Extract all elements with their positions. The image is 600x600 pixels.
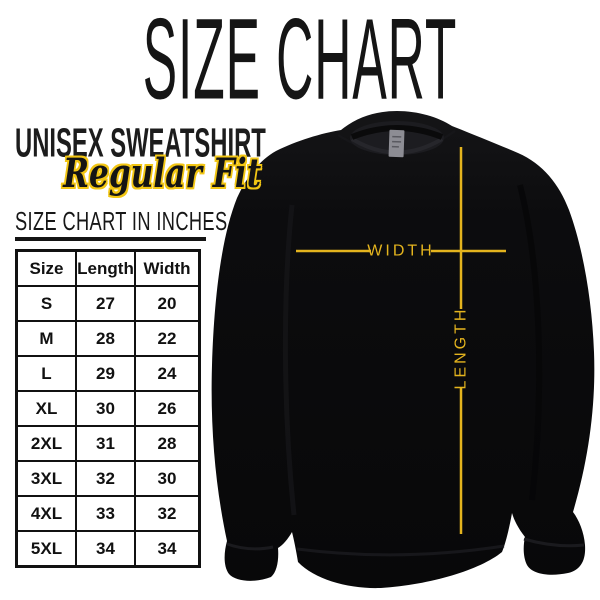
width-measure-label: WIDTH [367, 243, 434, 260]
length-measure-label: LENGTH [453, 307, 470, 390]
length-cell: 32 [75, 460, 136, 497]
size-table-heading: SIZE CHART IN INCHES [15, 206, 228, 237]
table-row: 2XL 31 28 [15, 425, 201, 462]
table-row: M 28 22 [15, 320, 201, 357]
length-cell: 31 [75, 425, 136, 462]
width-cell: 22 [134, 320, 201, 357]
heading-underline [15, 237, 206, 241]
size-cell: 2XL [15, 425, 77, 462]
length-cell: 27 [75, 285, 136, 322]
width-cell: 20 [134, 285, 201, 322]
table-row: 4XL 33 32 [15, 495, 201, 532]
right-cuff-seam [523, 537, 585, 548]
hem-band-seam [296, 544, 505, 557]
fold-shading [282, 204, 297, 516]
size-cell: XL [15, 390, 77, 427]
column-header-width: Width [134, 249, 201, 287]
fold-shading [517, 184, 543, 501]
column-header-size: Size [15, 249, 77, 287]
width-cell: 24 [134, 355, 201, 392]
length-cell: 29 [75, 355, 136, 392]
column-header-length: Length [75, 249, 136, 287]
product-fit-label: Regular Fit [63, 150, 262, 197]
table-row: 3XL 32 30 [15, 460, 201, 497]
width-cell: 34 [134, 530, 201, 568]
table-row: L 29 24 [15, 355, 201, 392]
width-cell: 32 [134, 495, 201, 532]
width-cell: 26 [134, 390, 201, 427]
measurement-lines [296, 147, 506, 534]
size-cell: 5XL [15, 530, 77, 568]
table-row: XL 30 26 [15, 390, 201, 427]
length-cell: 28 [75, 320, 136, 357]
product-name: UNISEX SWEATSHIRT [15, 120, 266, 166]
width-cell: 28 [134, 425, 201, 462]
size-cell: S [15, 285, 77, 322]
table-row: S 27 20 [15, 285, 201, 322]
size-cell: M [15, 320, 77, 357]
table-header-row: Size Length Width [15, 249, 201, 287]
length-cell: 34 [75, 530, 136, 568]
table-row: 5XL 34 34 [15, 530, 201, 568]
width-cell: 30 [134, 460, 201, 497]
page-title: SIZE CHART [142, 0, 458, 123]
length-cell: 33 [75, 495, 136, 532]
size-cell: 3XL [15, 460, 77, 497]
length-cell: 30 [75, 390, 136, 427]
left-cuff-seam [226, 542, 274, 551]
size-cell: L [15, 355, 77, 392]
collar-tag [388, 129, 405, 158]
size-cell: 4XL [15, 495, 77, 532]
sweatshirt-image [211, 111, 595, 589]
size-table: Size Length Width S 27 20 M 28 22 L 29 2… [15, 249, 201, 568]
